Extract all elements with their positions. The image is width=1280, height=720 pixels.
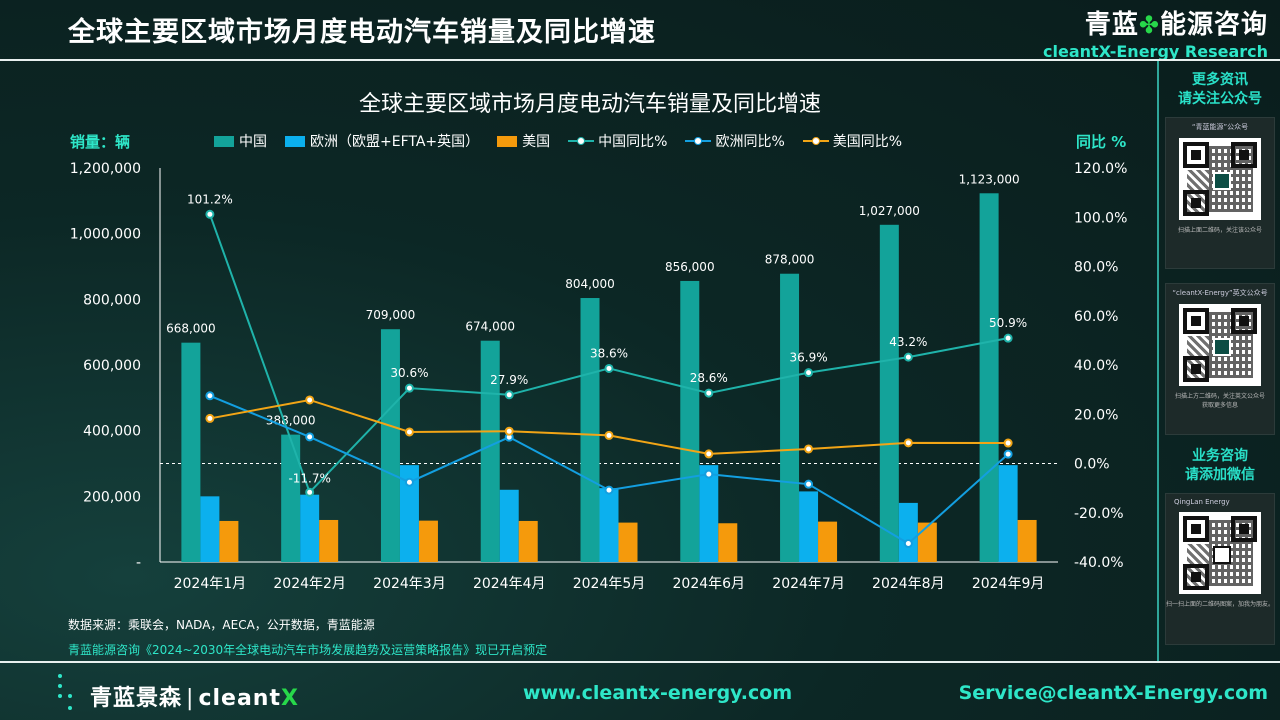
legend-item-europe: 欧洲（欧盟+EFTA+英国）: [285, 131, 479, 151]
footer-dots-decoration: [58, 674, 78, 718]
sidebar-divider: [1157, 61, 1159, 661]
qr-card-cn-scan-text: 扫描上面二维码，关注该公众号: [1177, 227, 1262, 234]
legend-label-europe-yoy: 欧洲同比%: [715, 134, 785, 150]
legend-item-europe-yoy: 欧洲同比%: [685, 131, 785, 151]
legend-label-europe: 欧洲（欧盟+EFTA+英国）: [310, 134, 480, 150]
legend-marker-europe-yoy: [685, 135, 712, 147]
biz-heading-line1: 业务咨询: [1192, 448, 1248, 464]
chart-title: 全球主要区域市场月度电动汽车销量及同比增速: [358, 92, 821, 117]
legend-label-us: 美国: [522, 134, 551, 150]
qr-card-en-caption: “cleantX-Energy”英文公众号: [1172, 289, 1268, 297]
footer-brand-separator: |: [186, 686, 195, 711]
brand-cn: 青蓝✤能源咨询: [1043, 4, 1268, 41]
footer-brand-en: cleant: [198, 686, 281, 711]
legend-item-china: 中国: [214, 131, 267, 151]
legend-label-china-yoy: 中国同比%: [598, 134, 668, 150]
brand-en: cleantX-Energy Research: [1043, 42, 1268, 61]
data-source: 数据来源：乘联会，NADA，AECA，公开数据，青蓝能源: [68, 618, 375, 632]
legend-swatch-china: [214, 135, 234, 147]
follow-heading-line1: 更多资讯: [1192, 72, 1248, 88]
legend-swatch-europe: [285, 135, 305, 147]
biz-heading: 业务咨询 请添加微信: [1160, 447, 1280, 485]
qr-card-cn: “青蓝能源”公众号 扫描上面二维码，关注该公众号: [1165, 117, 1275, 269]
clover-icon: ✤: [1138, 11, 1160, 39]
header: 全球主要区域市场月度电动汽车销量及同比增速 青蓝✤能源咨询 cleantX-En…: [0, 0, 1280, 61]
qr-card-en-scan-text2: 获取更多信息: [1201, 402, 1238, 409]
email-link[interactable]: Service@cleantX-Energy.com: [958, 682, 1268, 704]
page-title: 全球主要区域市场月度电动汽车销量及同比增速: [68, 17, 656, 48]
legend-item-us-yoy: 美国同比%: [802, 131, 903, 151]
follow-heading: 更多资讯 请关注公众号: [1160, 71, 1280, 109]
y2-axis-title: 同比 %: [1076, 133, 1127, 151]
biz-heading-line2: 请添加微信: [1185, 467, 1255, 483]
footer-brand-x: X: [280, 686, 299, 711]
footer-brand: 青蓝景森 | cleantX: [90, 680, 299, 712]
brand-cn-right: 能源咨询: [1159, 10, 1268, 40]
sidebar: 更多资讯 请关注公众号 “青蓝能源”公众号 扫描上面二维码，关注该公众号 “cl…: [1160, 61, 1280, 661]
brand-cn-left: 青蓝: [1084, 10, 1139, 40]
footer-divider: [0, 661, 1280, 663]
legend-marker-china-yoy: [568, 135, 595, 147]
qr-card-cn-caption: “青蓝能源”公众号: [1191, 123, 1249, 131]
legend-marker-us-yoy: [802, 135, 829, 147]
chart-legend: 中国 欧洲（欧盟+EFTA+英国） 美国 中国同比% 欧洲同比% 美国同比%: [214, 131, 920, 151]
header-divider: [0, 59, 1280, 61]
legend-label-us-yoy: 美国同比%: [832, 134, 903, 150]
qr-card-wechat: QingLan Energy 扫一扫上面的二维码图案，加我为朋友。: [1165, 493, 1275, 645]
qr-code-icon[interactable]: [1179, 512, 1261, 594]
qr-card-en-scan-text: 扫描上方二维码，关注英文公众号: [1174, 393, 1265, 400]
follow-heading-line2: 请关注公众号: [1178, 91, 1262, 107]
qr-card-wechat-scan-text: 扫一扫上面的二维码图案，加我为朋友。: [1166, 601, 1275, 608]
qr-code-icon[interactable]: [1179, 304, 1261, 386]
report-promo-link[interactable]: 青蓝能源咨询《2024~2030年全球电动汽车市场发展趋势及运营策略报告》现已开…: [68, 643, 548, 657]
website-link[interactable]: www.cleantx-energy.com: [523, 682, 793, 704]
footer-brand-cn: 青蓝景森: [90, 686, 183, 711]
legend-item-china-yoy: 中国同比%: [568, 131, 667, 151]
brand-logo: 青蓝✤能源咨询 cleantX-Energy Research: [1043, 4, 1268, 61]
y-axis-title: 销量：辆: [70, 133, 131, 151]
legend-swatch-us: [497, 135, 518, 147]
qr-code-icon[interactable]: [1179, 138, 1261, 220]
legend-item-us: 美国: [497, 131, 550, 151]
legend-label-china: 中国: [239, 134, 267, 150]
qr-card-wechat-caption: QingLan Energy: [1174, 498, 1230, 506]
qr-card-en: “cleantX-Energy”英文公众号 扫描上方二维码，关注英文公众号 获取…: [1165, 283, 1275, 435]
